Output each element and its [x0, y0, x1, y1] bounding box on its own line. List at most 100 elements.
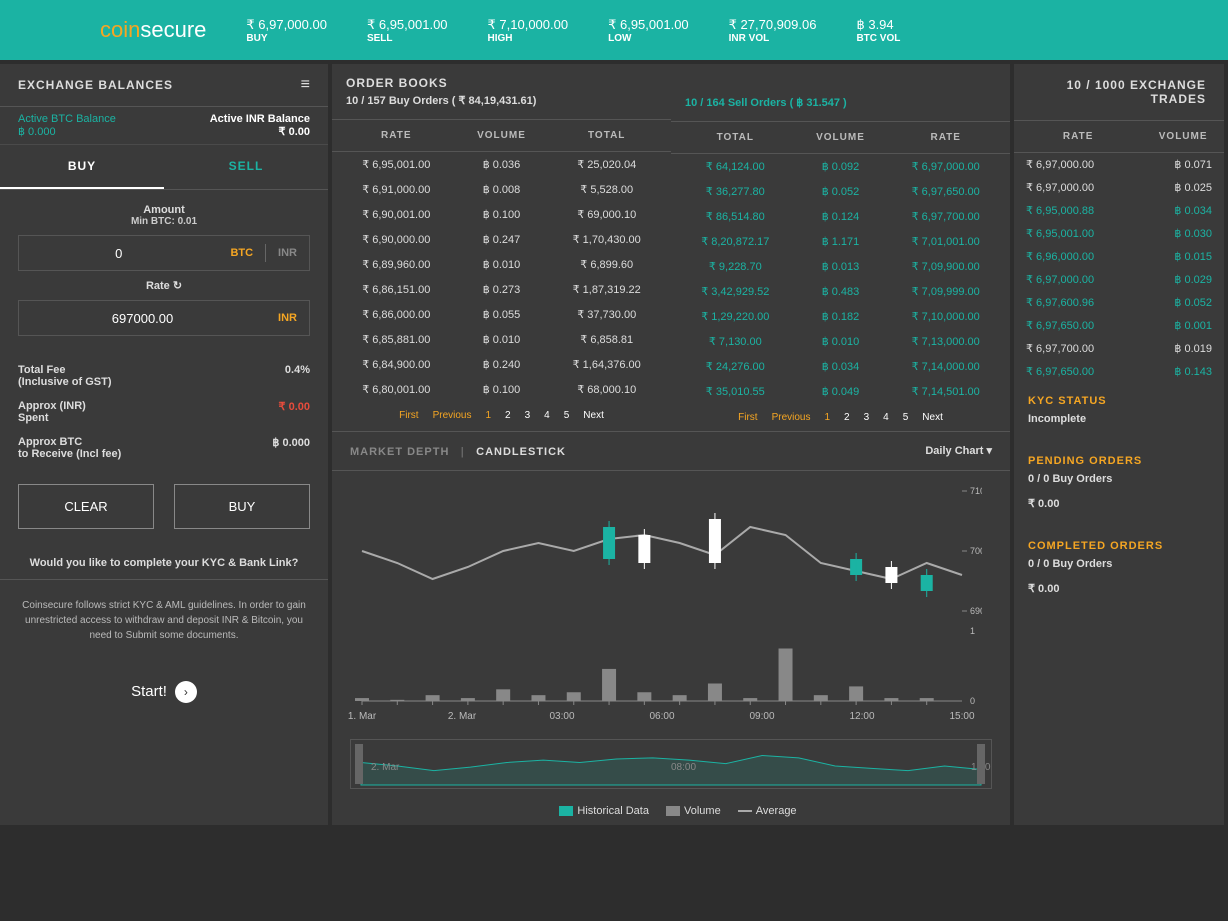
- receive-value: ฿ 0.000: [272, 436, 310, 460]
- table-row[interactable]: ₹ 6,97,700.00฿ 0.019: [1014, 337, 1224, 360]
- min-btc-label: Min BTC: 0.01: [18, 216, 310, 227]
- trades-title: 10 / 1000 EXCHANGE TRADES: [1014, 64, 1224, 120]
- ticker-item: ₹ 6,95,001.00SELL: [367, 17, 448, 44]
- logo[interactable]: coinsecure: [100, 17, 206, 43]
- inr-balance-label: Active INR Balance: [210, 113, 310, 125]
- ticker-item: ₹ 7,10,000.00HIGH: [488, 17, 569, 44]
- sell-pager[interactable]: FirstPrevious12345Next: [671, 404, 1010, 431]
- svg-text:08:00: 08:00: [671, 762, 696, 773]
- table-row[interactable]: ₹ 7,130.00฿ 0.010₹ 7,13,000.00: [671, 329, 1010, 354]
- table-row[interactable]: ₹ 6,86,000.00฿ 0.055₹ 37,730.00: [332, 302, 671, 327]
- menu-icon[interactable]: ≡: [301, 76, 328, 94]
- ticker-item: ₹ 6,95,001.00LOW: [608, 17, 689, 44]
- left-panel: EXCHANGE BALANCES ≡ Active BTC Balance ฿…: [0, 64, 328, 825]
- clear-button[interactable]: CLEAR: [18, 484, 154, 529]
- chart-tabs: MARKET DEPTH | CANDLESTICK: [350, 444, 566, 458]
- table-row[interactable]: ₹ 6,95,001.00฿ 0.036₹ 25,020.04: [332, 152, 671, 178]
- ticker-item: ₹ 27,70,909.06INR VOL: [729, 17, 817, 44]
- chart-period-selector[interactable]: Daily Chart ▾: [925, 444, 992, 458]
- table-row[interactable]: ₹ 9,228.70฿ 0.013₹ 7,09,900.00: [671, 254, 1010, 279]
- table-row[interactable]: ₹ 36,277.80฿ 0.052₹ 6,97,650.00: [671, 179, 1010, 204]
- ticker-bar: ₹ 6,97,000.00BUY ₹ 6,95,001.00SELL ₹ 7,10,…: [246, 17, 900, 44]
- buy-orders-table: RATEVOLUMETOTAL₹ 6,95,001.00฿ 0.036₹ 25,…: [332, 119, 671, 402]
- table-row[interactable]: ₹ 6,90,001.00฿ 0.100₹ 69,000.10: [332, 202, 671, 227]
- table-row[interactable]: ₹ 6,84,900.00฿ 0.240₹ 1,64,376.00: [332, 352, 671, 377]
- tab-candlestick[interactable]: CANDLESTICK: [476, 446, 566, 458]
- completed-orders-value: ₹ 0.00: [1028, 576, 1210, 601]
- table-row[interactable]: ₹ 24,276.00฿ 0.034₹ 7,14,000.00: [671, 354, 1010, 379]
- pending-orders-value: ₹ 0.00: [1028, 491, 1210, 516]
- chart-navigator[interactable]: 2. Mar08:0016:00: [350, 739, 992, 789]
- svg-text:15:00: 15:00: [949, 711, 974, 722]
- table-row[interactable]: ₹ 6,95,001.00฿ 0.030: [1014, 222, 1224, 245]
- table-row[interactable]: ₹ 6,97,600.96฿ 0.052: [1014, 291, 1224, 314]
- unit-inr[interactable]: INR: [266, 247, 309, 259]
- kyc-question: Would you like to complete your KYC & Ba…: [0, 547, 328, 580]
- svg-text:03:00: 03:00: [549, 711, 574, 722]
- table-row[interactable]: ₹ 64,124.00฿ 0.092₹ 6,97,000.00: [671, 154, 1010, 180]
- rate-unit-inr: INR: [266, 312, 309, 324]
- spent-value: ₹ 0.00: [279, 400, 310, 424]
- tab-sell[interactable]: SELL: [164, 145, 328, 189]
- chart-legend: Historical Data Volume Average: [332, 797, 1010, 825]
- completed-orders-title: COMPLETED ORDERS: [1028, 540, 1210, 552]
- receive-label: Approx BTC to Receive (Incl fee): [18, 436, 121, 460]
- btc-balance-value: ฿ 0.000: [18, 125, 116, 138]
- svg-text:06:00: 06:00: [649, 711, 674, 722]
- middle-panel: ORDER BOOKS 10 / 157 Buy Orders ( ₹ 84,1…: [332, 64, 1010, 825]
- amount-input[interactable]: [19, 246, 218, 261]
- start-button[interactable]: Start!›: [0, 661, 328, 723]
- sell-orders-subtitle: 10 / 164 Sell Orders ( ฿ 31.547 ): [685, 96, 996, 109]
- pending-orders-title: PENDING ORDERS: [1028, 455, 1210, 467]
- ticker-item: ฿ 3.94BTC VOL: [856, 17, 900, 44]
- table-row[interactable]: ₹ 6,90,000.00฿ 0.247₹ 1,70,430.00: [332, 227, 671, 252]
- tab-buy[interactable]: BUY: [0, 145, 164, 189]
- svg-text:09:00: 09:00: [749, 711, 774, 722]
- amount-label: Amount: [18, 204, 310, 216]
- svg-text:710k: 710k: [970, 486, 982, 496]
- table-row[interactable]: ₹ 6,91,000.00฿ 0.008₹ 5,528.00: [332, 177, 671, 202]
- buy-pager[interactable]: FirstPrevious12345Next: [332, 402, 671, 429]
- table-row[interactable]: ₹ 6,80,001.00฿ 0.100₹ 68,000.10: [332, 377, 671, 402]
- rate-input[interactable]: [19, 311, 266, 326]
- table-row[interactable]: ₹ 6,95,000.88฿ 0.034: [1014, 199, 1224, 222]
- balances-title: EXCHANGE BALANCES: [0, 64, 191, 106]
- table-row[interactable]: ₹ 6,96,000.00฿ 0.015: [1014, 245, 1224, 268]
- ticker-item: ₹ 6,97,000.00BUY: [246, 17, 327, 44]
- svg-text:12:00: 12:00: [849, 711, 874, 722]
- svg-text:2. Mar: 2. Mar: [371, 762, 400, 773]
- table-row[interactable]: ₹ 35,010.55฿ 0.049₹ 7,14,501.00: [671, 379, 1010, 404]
- candlestick-chart[interactable]: 710k700k690kCandlestick10Volume1. Mar2. …: [332, 471, 1010, 731]
- table-row[interactable]: ₹ 86,514.80฿ 0.124₹ 6,97,700.00: [671, 204, 1010, 229]
- table-row[interactable]: ₹ 6,86,151.00฿ 0.273₹ 1,87,319.22: [332, 277, 671, 302]
- chevron-right-icon: ›: [175, 681, 197, 703]
- inr-balance-value: ₹ 0.00: [210, 125, 310, 138]
- table-row[interactable]: ₹ 6,97,650.00฿ 0.001: [1014, 314, 1224, 337]
- table-row[interactable]: ₹ 6,97,650.00฿ 0.143: [1014, 360, 1224, 383]
- table-row[interactable]: ₹ 3,42,929.52฿ 0.483₹ 7,09,999.00: [671, 279, 1010, 304]
- buy-orders-subtitle: 10 / 157 Buy Orders ( ₹ 84,19,431.61): [346, 94, 657, 107]
- trades-table: RATEVOLUME₹ 6,97,000.00฿ 0.071₹ 6,97,000…: [1014, 120, 1224, 383]
- tab-market-depth[interactable]: MARKET DEPTH: [350, 446, 449, 458]
- header: coinsecure ₹ 6,97,000.00BUY ₹ 6,95,001.00…: [0, 0, 1228, 60]
- table-row[interactable]: ₹ 6,97,000.00฿ 0.071: [1014, 153, 1224, 177]
- pending-orders-count: 0 / 0 Buy Orders: [1028, 467, 1210, 491]
- table-row[interactable]: ₹ 6,85,881.00฿ 0.010₹ 6,858.81: [332, 327, 671, 352]
- table-row[interactable]: ₹ 1,29,220.00฿ 0.182₹ 7,10,000.00: [671, 304, 1010, 329]
- completed-orders-count: 0 / 0 Buy Orders: [1028, 552, 1210, 576]
- fee-label: Total Fee (Inclusive of GST): [18, 364, 112, 388]
- sell-orders-table: TOTALVOLUMERATE₹ 64,124.00฿ 0.092₹ 6,97,…: [671, 121, 1010, 404]
- buy-button[interactable]: BUY: [174, 484, 310, 529]
- svg-text:690k: 690k: [970, 606, 982, 616]
- unit-btc[interactable]: BTC: [218, 247, 265, 259]
- kyc-description: Coinsecure follows strict KYC & AML guid…: [0, 580, 328, 661]
- table-row[interactable]: ₹ 6,97,000.00฿ 0.029: [1014, 268, 1224, 291]
- right-panel: 10 / 1000 EXCHANGE TRADES RATEVOLUME₹ 6,…: [1014, 64, 1224, 825]
- table-row[interactable]: ₹ 6,89,960.00฿ 0.010₹ 6,899.60: [332, 252, 671, 277]
- spent-label: Approx (INR) Spent: [18, 400, 86, 424]
- svg-text:1: 1: [970, 626, 975, 636]
- table-row[interactable]: ₹ 6,97,000.00฿ 0.025: [1014, 176, 1224, 199]
- table-row[interactable]: ₹ 8,20,872.17฿ 1.171₹ 7,01,001.00: [671, 229, 1010, 254]
- rate-label[interactable]: Rate ↻: [18, 279, 310, 292]
- orderbook-title: ORDER BOOKS: [346, 76, 657, 90]
